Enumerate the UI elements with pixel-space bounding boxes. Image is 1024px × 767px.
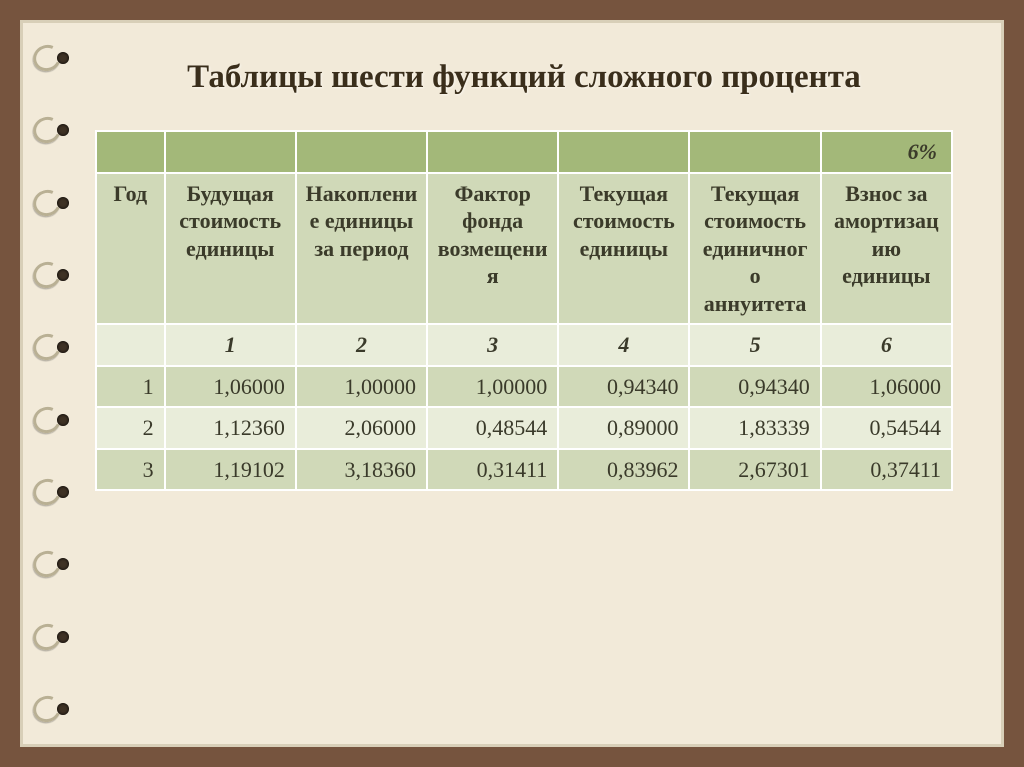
- value-cell: 0,83962: [558, 449, 689, 491]
- rate-row: 6%: [96, 131, 952, 173]
- col-4-header: Текущая стоимость единицы: [558, 173, 689, 325]
- binder-ring: [39, 186, 73, 220]
- colnum-cell: 6: [821, 324, 952, 366]
- binder-ring: [39, 258, 73, 292]
- value-cell: 3,18360: [296, 449, 427, 491]
- col-2-header: Накопление единицы за период: [296, 173, 427, 325]
- binder-ring: [39, 620, 73, 654]
- binder-ring: [39, 330, 73, 364]
- table-row: 1 1,06000 1,00000 1,00000 0,94340 0,9434…: [96, 366, 952, 408]
- value-cell: 0,48544: [427, 407, 558, 449]
- binder-ring: [39, 475, 73, 509]
- colnum-cell: 1: [165, 324, 296, 366]
- value-cell: 0,89000: [558, 407, 689, 449]
- value-cell: 1,83339: [689, 407, 820, 449]
- binder-ring: [39, 692, 73, 726]
- table-row: 3 1,19102 3,18360 0,31411 0,83962 2,6730…: [96, 449, 952, 491]
- col-3-header: Фактор фонда возмещения: [427, 173, 558, 325]
- binder-ring: [39, 403, 73, 437]
- binder-ring: [39, 41, 73, 75]
- year-cell: 1: [96, 366, 165, 408]
- value-cell: 2,06000: [296, 407, 427, 449]
- value-cell: 1,06000: [165, 366, 296, 408]
- col-1-header: Будущая стоимость единицы: [165, 173, 296, 325]
- colnum-cell: 5: [689, 324, 820, 366]
- compound-interest-table: 6% Год Будущая стоимость единицы Накопле…: [95, 130, 953, 491]
- col-5-header: Текущая стоимость единичного аннуитета: [689, 173, 820, 325]
- page-title: Таблицы шести функций сложного процента: [95, 59, 953, 96]
- value-cell: 1,12360: [165, 407, 296, 449]
- year-cell: 3: [96, 449, 165, 491]
- value-cell: 0,94340: [558, 366, 689, 408]
- column-number-row: 1 2 3 4 5 6: [96, 324, 952, 366]
- value-cell: 2,67301: [689, 449, 820, 491]
- value-cell: 0,31411: [427, 449, 558, 491]
- slide-frame: Таблицы шести функций сложного процента …: [20, 20, 1004, 747]
- value-cell: 1,19102: [165, 449, 296, 491]
- header-row: Год Будущая стоимость единицы Накопление…: [96, 173, 952, 325]
- value-cell: 0,94340: [689, 366, 820, 408]
- year-cell: 2: [96, 407, 165, 449]
- table-row: 2 1,12360 2,06000 0,48544 0,89000 1,8333…: [96, 407, 952, 449]
- value-cell: 0,54544: [821, 407, 952, 449]
- colnum-cell: 2: [296, 324, 427, 366]
- colnum-cell: 3: [427, 324, 558, 366]
- value-cell: 1,00000: [296, 366, 427, 408]
- value-cell: 1,00000: [427, 366, 558, 408]
- colnum-cell: 4: [558, 324, 689, 366]
- col-6-header: Взнос за амортизацию единицы: [821, 173, 952, 325]
- colnum-cell: [96, 324, 165, 366]
- binder-ring: [39, 113, 73, 147]
- binder-rings: [39, 41, 79, 726]
- col-year-header: Год: [96, 173, 165, 325]
- binder-ring: [39, 547, 73, 581]
- rate-label: 6%: [821, 131, 952, 173]
- value-cell: 1,06000: [821, 366, 952, 408]
- value-cell: 0,37411: [821, 449, 952, 491]
